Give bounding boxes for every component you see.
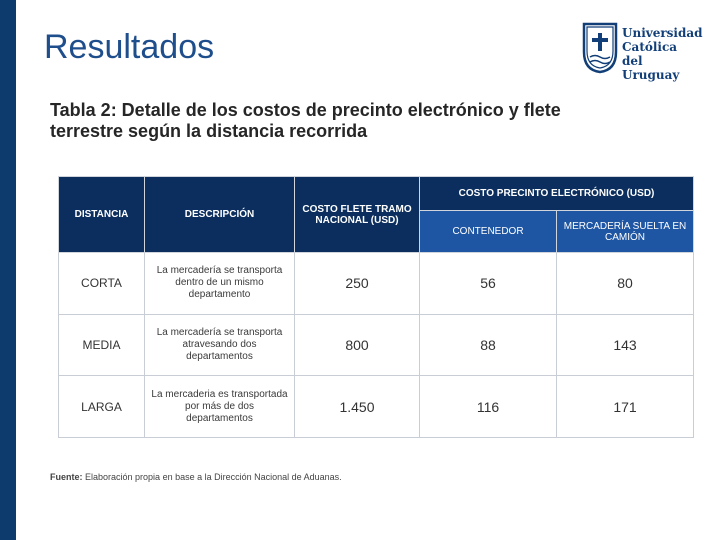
cell-flete: 800: [294, 313, 420, 377]
source-text: Elaboración propia en base a la Direcció…: [85, 472, 342, 482]
logo-line-2: Católica: [622, 40, 678, 54]
cell-descripcion: La mercadería se transporta dentro de un…: [144, 252, 295, 315]
cell-distancia: CORTA: [58, 252, 145, 315]
header-contenedor: CONTENEDOR: [419, 210, 557, 253]
header-costo-precinto: COSTO PRECINTO ELECTRÓNICO (USD): [418, 176, 695, 211]
cell-contenedor: 116: [419, 375, 557, 438]
university-logo: Universidad Católica del Uruguay: [582, 22, 703, 82]
header-mercaderia-suelta: MERCADERÍA SUELTA EN CAMIÓN: [555, 210, 695, 253]
table-caption: Tabla 2: Detalle de los costos de precin…: [50, 100, 561, 141]
header-descripcion: DESCRIPCIÓN: [144, 176, 295, 253]
table-row: LARGA La mercaderia es transportada por …: [58, 375, 695, 438]
table-row: CORTA La mercadería se transporta dentro…: [58, 252, 695, 315]
cell-flete: 250: [294, 252, 420, 315]
cell-contenedor: 88: [419, 313, 557, 377]
cell-descripcion: La mercadería se transporta atravesando …: [144, 313, 295, 377]
cell-flete: 1.450: [294, 375, 420, 438]
cell-distancia: LARGA: [58, 375, 145, 438]
costs-table: DISTANCIA DESCRIPCIÓN COSTO FLETE TRAMO …: [58, 176, 695, 438]
logo-line-1: Universidad: [622, 26, 703, 40]
cell-suelta: 80: [555, 252, 695, 315]
source-label: Fuente:: [50, 472, 83, 482]
cell-distancia: MEDIA: [58, 313, 145, 377]
header-costo-flete: COSTO FLETE TRAMO NACIONAL (USD): [294, 176, 420, 253]
left-accent-bar: [0, 0, 16, 540]
page-title: Resultados: [44, 28, 215, 66]
cell-suelta: 171: [555, 375, 695, 438]
cell-contenedor: 56: [419, 252, 557, 315]
shield-crest-icon: [582, 22, 618, 74]
logo-line-3: del Uruguay: [622, 54, 680, 82]
cell-suelta: 143: [555, 313, 695, 377]
table-row: MEDIA La mercadería se transporta atrave…: [58, 313, 695, 377]
header-distancia: DISTANCIA: [58, 176, 145, 253]
cell-descripcion: La mercaderia es transportada por más de…: [144, 375, 295, 438]
source-note: Fuente: Elaboración propia en base a la …: [50, 472, 342, 482]
